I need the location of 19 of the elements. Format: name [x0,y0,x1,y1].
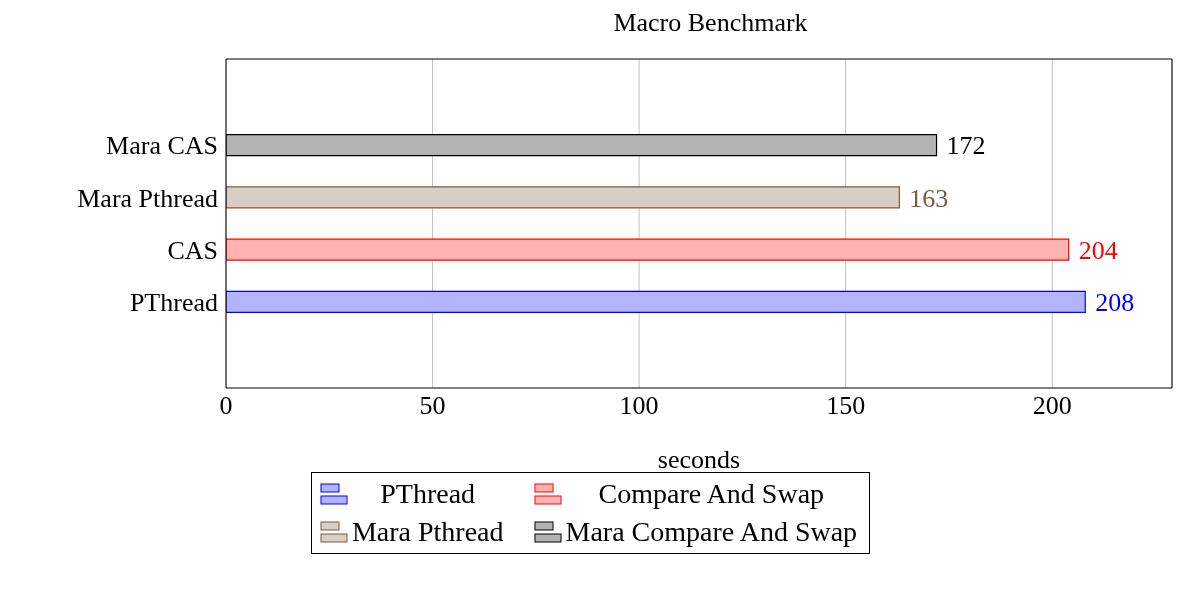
data-label: 208 [1095,288,1135,318]
y-tick-label: PThread [129,288,218,318]
legend-label: Mara Pthread [351,515,504,549]
data-label: 204 [1078,235,1118,265]
legend-label: Compare And Swap [597,477,826,511]
x-tick-label: 50 [419,391,446,421]
y-tick-label: Mara CAS [106,131,218,161]
chart-title: Macro Benchmark [612,8,809,39]
legend-label: PThread [379,477,477,511]
legend-label: Mara Compare And Swap [565,515,858,549]
data-label: 163 [909,183,949,213]
data-label: 172 [946,131,986,161]
x-tick-label: 100 [619,391,659,421]
x-axis-title: seconds [657,445,741,474]
x-tick-label: 150 [826,391,866,421]
y-tick-label: Mara Pthread [77,183,218,213]
y-tick-label: CAS [167,235,218,265]
x-tick-label: 200 [1032,391,1072,421]
x-tick-label: 0 [219,391,233,421]
